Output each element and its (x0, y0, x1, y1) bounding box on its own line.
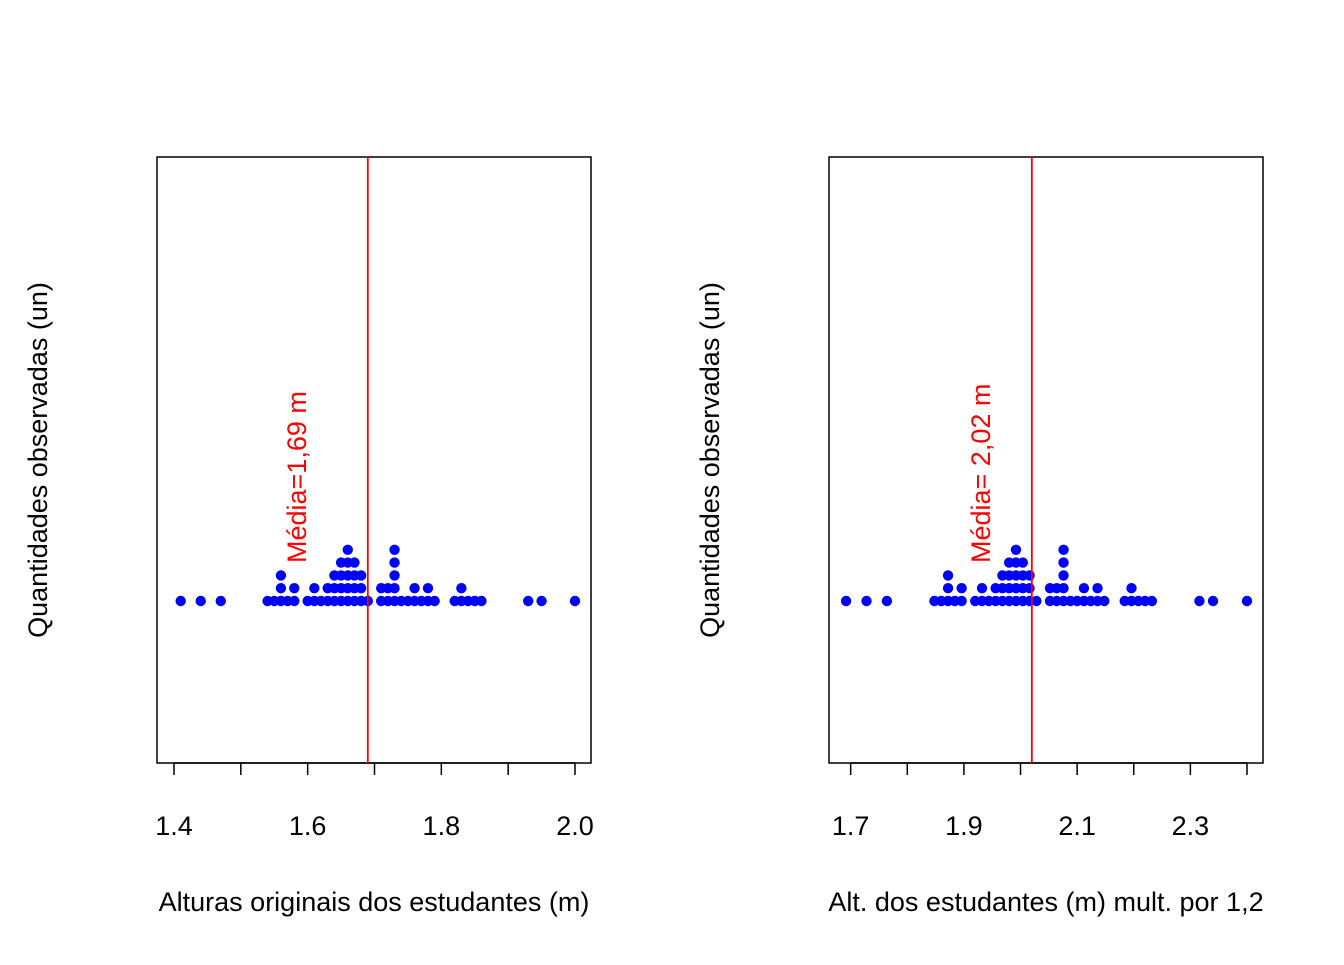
data-point (1092, 583, 1103, 594)
data-point (840, 595, 852, 607)
data-point (309, 583, 320, 594)
x-tick-label: 1.4 (155, 811, 193, 841)
data-point (389, 570, 400, 581)
x-tick-label: 1.9 (945, 811, 983, 841)
mean-label: Média= 2,02 m (966, 384, 996, 563)
data-point (956, 583, 967, 594)
data-point (195, 595, 206, 607)
data-point (289, 595, 300, 607)
data-point (1031, 595, 1042, 607)
x-axis-label: Alturas originais dos estudantes (m) (159, 887, 590, 917)
data-point (429, 595, 440, 607)
data-point (861, 595, 872, 607)
data-point (389, 583, 400, 594)
data-point (1024, 570, 1035, 581)
data-point (1058, 570, 1069, 581)
x-tick-label: 1.8 (423, 811, 461, 841)
data-point (389, 557, 400, 568)
data-point (349, 557, 360, 568)
mean-label: Média=1,69 m (282, 391, 312, 563)
data-point (409, 583, 420, 594)
data-point (215, 595, 226, 607)
data-point (422, 583, 434, 594)
data-point (389, 544, 400, 555)
data-point (1058, 544, 1069, 555)
data-point (1010, 544, 1022, 555)
data-point (342, 544, 353, 555)
x-axis-label: Alt. dos estudantes (m) mult. por 1,2 (828, 887, 1263, 917)
data-point (289, 583, 300, 594)
data-point (1024, 583, 1035, 594)
data-point (956, 595, 967, 607)
data-point (881, 595, 893, 607)
y-axis-label: Quantidades observadas (un) (23, 282, 53, 638)
data-point (1058, 583, 1069, 594)
data-point (976, 583, 988, 594)
data-point (942, 583, 954, 594)
data-point (1078, 583, 1090, 594)
x-tick-label: 2.0 (556, 811, 594, 841)
data-point (569, 595, 581, 607)
data-point (1146, 595, 1158, 607)
x-tick-label: 2.3 (1172, 811, 1210, 841)
data-point (355, 583, 367, 594)
data-point (456, 583, 467, 594)
data-point (1207, 595, 1219, 607)
y-axis-label: Quantidades observadas (un) (695, 282, 725, 638)
data-point (1126, 583, 1137, 594)
x-tick-label: 2.1 (1058, 811, 1096, 841)
data-point (275, 583, 287, 594)
data-point (1194, 595, 1205, 607)
data-point (275, 570, 287, 581)
data-point (942, 570, 954, 581)
data-point (1099, 595, 1110, 607)
data-point (1058, 557, 1069, 568)
data-point (1017, 557, 1028, 568)
x-tick-label: 1.7 (832, 811, 870, 841)
data-point (355, 570, 367, 581)
x-tick-label: 1.6 (289, 811, 327, 841)
data-point (536, 595, 547, 607)
data-point (1241, 595, 1253, 607)
data-point (523, 595, 534, 607)
data-point (476, 595, 487, 607)
data-point (175, 595, 186, 607)
